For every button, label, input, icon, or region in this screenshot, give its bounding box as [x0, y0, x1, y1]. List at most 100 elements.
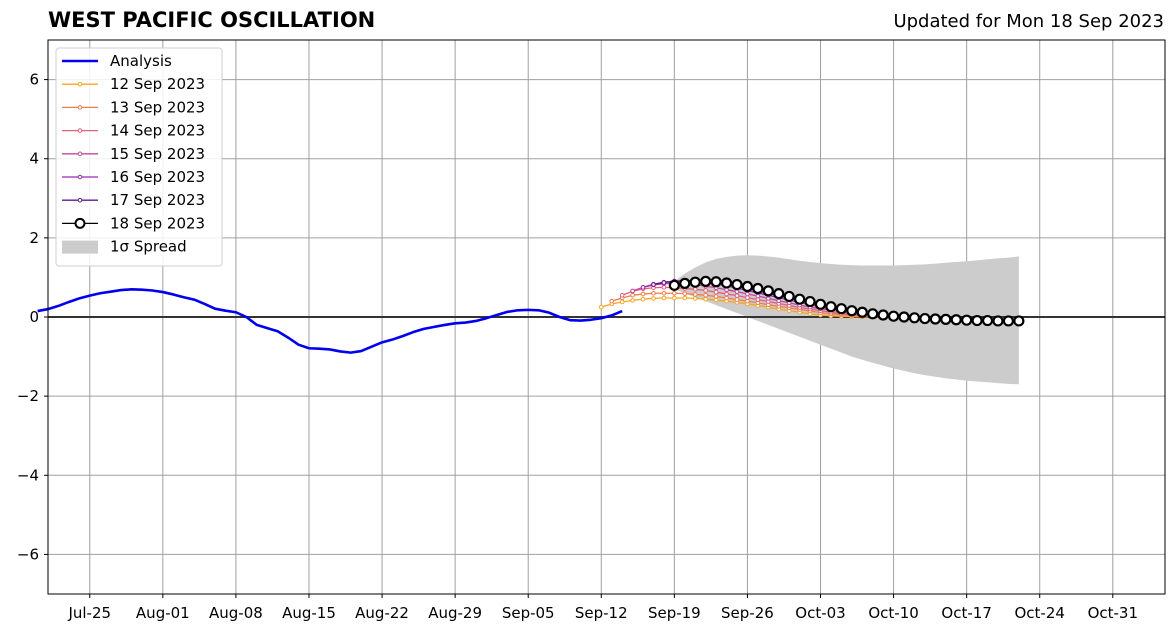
legend-label: 18 Sep 2023	[110, 214, 205, 232]
data-point	[971, 314, 983, 327]
data-point	[755, 297, 761, 302]
data-point	[825, 301, 837, 313]
legend-label: 14 Sep 2023	[110, 122, 205, 140]
data-point	[700, 275, 712, 287]
legend-marker	[77, 174, 83, 180]
data-point	[710, 276, 722, 288]
legend-label: 15 Sep 2023	[110, 145, 205, 163]
data-point	[724, 291, 729, 297]
data-point	[703, 292, 708, 298]
data-point	[731, 278, 743, 291]
y-tick-label: −4	[17, 466, 39, 484]
y-tick-label: 2	[29, 229, 39, 247]
legend-item: 14 Sep 2023	[62, 122, 205, 140]
y-tick-label: 6	[29, 71, 39, 89]
legend-marker	[77, 151, 83, 157]
data-point	[672, 290, 677, 296]
data-point	[640, 291, 646, 297]
data-point	[1002, 315, 1015, 327]
data-point	[692, 292, 698, 297]
data-point	[992, 315, 1004, 327]
chart-subtitle: Updated for Mon 18 Sep 2023	[893, 11, 1164, 32]
legend-item: 13 Sep 2023	[62, 98, 205, 116]
data-point	[651, 282, 656, 287]
data-point	[898, 311, 910, 323]
data-point	[734, 289, 740, 294]
x-tick-label: Oct-24	[1015, 604, 1065, 622]
axis-ticks: Jul-25 Aug-01 Aug-08 Aug-15 Aug-22 Aug-29 Sep-…	[17, 71, 1138, 622]
x-tick-label: Oct-10	[868, 604, 918, 622]
data-point	[679, 277, 691, 289]
data-point	[692, 287, 698, 292]
data-point	[724, 295, 729, 301]
data-point	[773, 288, 785, 300]
data-point	[630, 292, 635, 298]
legend-marker	[77, 105, 83, 110]
x-tick-label: Jul-25	[67, 604, 111, 622]
series-18-sep-2023	[668, 275, 1025, 327]
legend-box	[55, 47, 223, 267]
data-point	[877, 309, 889, 321]
data-point	[692, 296, 698, 301]
data-point	[981, 314, 994, 327]
data-point	[703, 296, 708, 302]
data-point	[720, 277, 733, 289]
data-point	[961, 314, 973, 326]
data-point	[619, 299, 625, 305]
legend-item: 1σ Spread	[62, 238, 187, 256]
data-point	[804, 295, 816, 308]
x-tick-label: Aug-22	[355, 604, 409, 622]
data-point	[713, 289, 719, 295]
x-tick-label: Oct-03	[795, 604, 845, 622]
legend-label: 13 Sep 2023	[110, 98, 205, 116]
data-point	[814, 298, 827, 310]
analysis-line	[37, 287, 623, 354]
legend-swatch	[62, 240, 98, 254]
x-tick-label: Aug-15	[282, 604, 336, 622]
data-point	[713, 294, 719, 299]
data-point	[640, 296, 646, 302]
data-point	[682, 295, 688, 301]
data-point	[609, 298, 615, 304]
data-point	[929, 313, 941, 325]
legend-label: 1σ Spread	[110, 238, 187, 256]
legend-item: 17 Sep 2023	[62, 191, 205, 209]
data-point	[734, 297, 740, 302]
legend-marker	[77, 197, 83, 203]
data-point	[741, 280, 754, 293]
legend: Analysis 12 Sep 2023 13 Sep 2023 14 Sep 202…	[55, 47, 223, 267]
data-point	[630, 288, 635, 294]
data-point	[734, 293, 740, 298]
x-tick-label: Aug-01	[136, 604, 190, 622]
x-tick-label: Aug-29	[428, 604, 482, 622]
legend-marker	[74, 217, 86, 229]
data-point	[783, 290, 795, 303]
data-point	[630, 298, 635, 303]
data-point	[713, 297, 719, 303]
legend-label: 17 Sep 2023	[110, 191, 205, 209]
data-point	[703, 288, 708, 293]
chart-title: WEST PACIFIC OSCILLATION	[48, 8, 376, 32]
data-point	[640, 285, 646, 290]
forecast-series	[598, 275, 1025, 327]
legend-marker	[77, 81, 83, 87]
y-tick-label: 4	[29, 150, 39, 168]
x-tick-label: Sep-12	[575, 604, 628, 622]
data-point	[661, 290, 667, 296]
x-tick-label: Aug-08	[209, 604, 263, 622]
data-point	[651, 290, 656, 296]
x-tick-label: Oct-17	[941, 604, 991, 622]
legend-label: Analysis	[110, 52, 172, 70]
legend-label: 12 Sep 2023	[110, 75, 205, 93]
data-point	[745, 298, 750, 304]
legend-item: 12 Sep 2023	[62, 75, 205, 93]
legend-label: 16 Sep 2023	[110, 168, 205, 186]
data-point	[867, 308, 879, 320]
x-tick-label: Oct-31	[1088, 604, 1138, 622]
data-point	[689, 276, 701, 288]
data-point	[887, 310, 900, 322]
data-point	[672, 295, 677, 301]
data-point	[762, 285, 774, 297]
legend-item: 15 Sep 2023	[62, 145, 205, 163]
